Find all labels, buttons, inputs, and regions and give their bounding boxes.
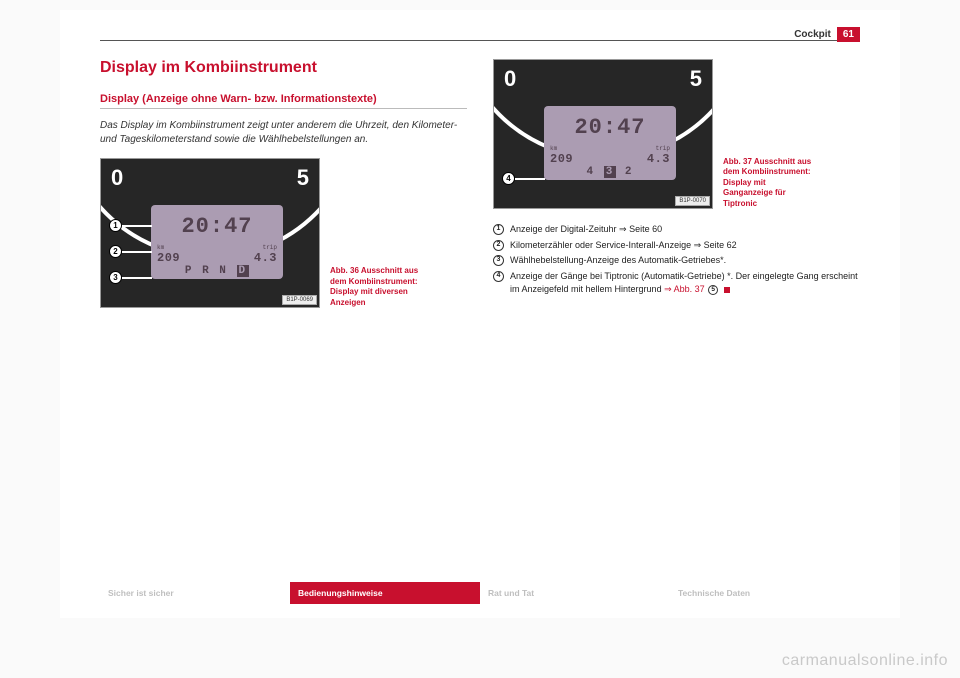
header-right: Cockpit 61 — [794, 27, 860, 42]
list-number-4: 4 — [493, 271, 504, 282]
figure-36-row: 0 5 20:47 km 209 trip 4.3 — [100, 158, 467, 308]
callout-4: 4 — [502, 172, 515, 185]
km-value: 209 — [550, 152, 573, 166]
header-rule: Cockpit 61 — [100, 40, 860, 41]
footer-tabs: Sicher ist sicher Bedienungshinweise Rat… — [100, 582, 860, 604]
list-text-4-circ: 5 — [708, 285, 718, 295]
content-columns: Display im Kombiinstrument Display (Anze… — [100, 59, 860, 322]
callout-legend-list: 1 Anzeige der Digital-Zeituhr ⇒ Seite 60… — [493, 223, 860, 297]
clock-readout: 20:47 — [157, 209, 277, 244]
figure-36-caption: Abb. 36 Ausschnitt aus dem Kombiinstrume… — [330, 266, 424, 308]
dial-number-left: 0 — [504, 66, 516, 92]
gear-prefix: 4 — [586, 166, 603, 178]
callout-1-line — [122, 225, 152, 227]
lcd-display: 20:47 km 209 trip 4.3 4 — [544, 106, 676, 180]
list-text-4-ref: ⇒ Abb. 37 — [664, 284, 705, 294]
trip-label: trip — [656, 145, 670, 152]
tab-advice[interactable]: Rat und Tat — [480, 582, 670, 604]
dial-number-right: 5 — [690, 66, 702, 92]
subsection-title: Display (Anzeige ohne Warn- bzw. Informa… — [100, 93, 467, 109]
gear-highlight: 3 — [604, 166, 617, 178]
list-text-2: Kilometerzähler oder Service-Interall-An… — [510, 239, 860, 253]
km-cell: km 209 — [157, 244, 180, 265]
trip-cell: trip 4.3 — [254, 244, 277, 265]
trip-label: trip — [263, 244, 277, 251]
list-text-3: Wählhebelstellung-Anzeige des Automatik-… — [510, 254, 860, 268]
figure-37-caption: Abb. 37 Ausschnitt aus dem Kombiinstrume… — [723, 157, 817, 209]
odo-row: km 209 trip 4.3 — [550, 145, 670, 166]
list-number-2: 2 — [493, 240, 504, 251]
gear-row: 4 3 2 — [550, 166, 670, 178]
figure-37-row: 0 5 20:47 km 209 trip 4.3 — [493, 59, 860, 209]
right-column: 0 5 20:47 km 209 trip 4.3 — [493, 59, 860, 322]
clock-readout: 20:47 — [550, 110, 670, 145]
trip-value: 4.3 — [254, 251, 277, 265]
km-label: km — [157, 244, 164, 251]
left-column: Display im Kombiinstrument Display (Anze… — [100, 59, 467, 322]
list-text-4: Anzeige der Gänge bei Tiptronic (Automat… — [510, 270, 860, 297]
gear-prefix: P R N — [185, 265, 237, 277]
list-item: 3 Wählhebelstellung-Anzeige des Automati… — [493, 254, 860, 268]
lcd-display: 20:47 km 209 trip 4.3 P — [151, 205, 283, 279]
gear-row: P R N D — [157, 265, 277, 277]
list-number-3: 3 — [493, 255, 504, 266]
list-number-1: 1 — [493, 224, 504, 235]
gear-highlight: D — [237, 265, 250, 277]
km-label: km — [550, 145, 557, 152]
page-title: Display im Kombiinstrument — [100, 59, 467, 77]
callout-3: 3 — [109, 271, 122, 284]
trip-value: 4.3 — [647, 152, 670, 166]
list-item: 2 Kilometerzähler oder Service-Interall-… — [493, 239, 860, 253]
figure-36: 0 5 20:47 km 209 trip 4.3 — [100, 158, 320, 308]
end-square-icon — [724, 287, 730, 293]
intro-text: Das Display im Kombiinstrument zeigt unt… — [100, 119, 467, 146]
tab-safety[interactable]: Sicher ist sicher — [100, 582, 290, 604]
manual-page: Cockpit 61 Display im Kombiinstrument Di… — [60, 10, 900, 618]
image-code: B1P-0070 — [675, 196, 710, 206]
callout-4-line — [515, 178, 545, 180]
odo-row: km 209 trip 4.3 — [157, 244, 277, 265]
list-item: 1 Anzeige der Digital-Zeituhr ⇒ Seite 60 — [493, 223, 860, 237]
tab-techdata[interactable]: Technische Daten — [670, 582, 860, 604]
km-value: 209 — [157, 251, 180, 265]
tab-operation[interactable]: Bedienungshinweise — [290, 582, 480, 604]
km-cell: km 209 — [550, 145, 573, 166]
section-title: Cockpit — [794, 29, 831, 40]
list-item: 4 Anzeige der Gänge bei Tiptronic (Autom… — [493, 270, 860, 297]
trip-cell: trip 4.3 — [647, 145, 670, 166]
gear-suffix: 2 — [616, 166, 633, 178]
dial-number-left: 0 — [111, 165, 123, 191]
callout-3-line — [122, 277, 152, 279]
figure-37: 0 5 20:47 km 209 trip 4.3 — [493, 59, 713, 209]
dial-number-right: 5 — [297, 165, 309, 191]
callout-1: 1 — [109, 219, 122, 232]
watermark: carmanualsonline.info — [782, 652, 948, 670]
page-number: 61 — [837, 27, 860, 42]
callout-2-line — [122, 251, 152, 253]
list-text-1: Anzeige der Digital-Zeituhr ⇒ Seite 60 — [510, 223, 860, 237]
callout-2: 2 — [109, 245, 122, 258]
image-code: B1P-0069 — [282, 295, 317, 305]
